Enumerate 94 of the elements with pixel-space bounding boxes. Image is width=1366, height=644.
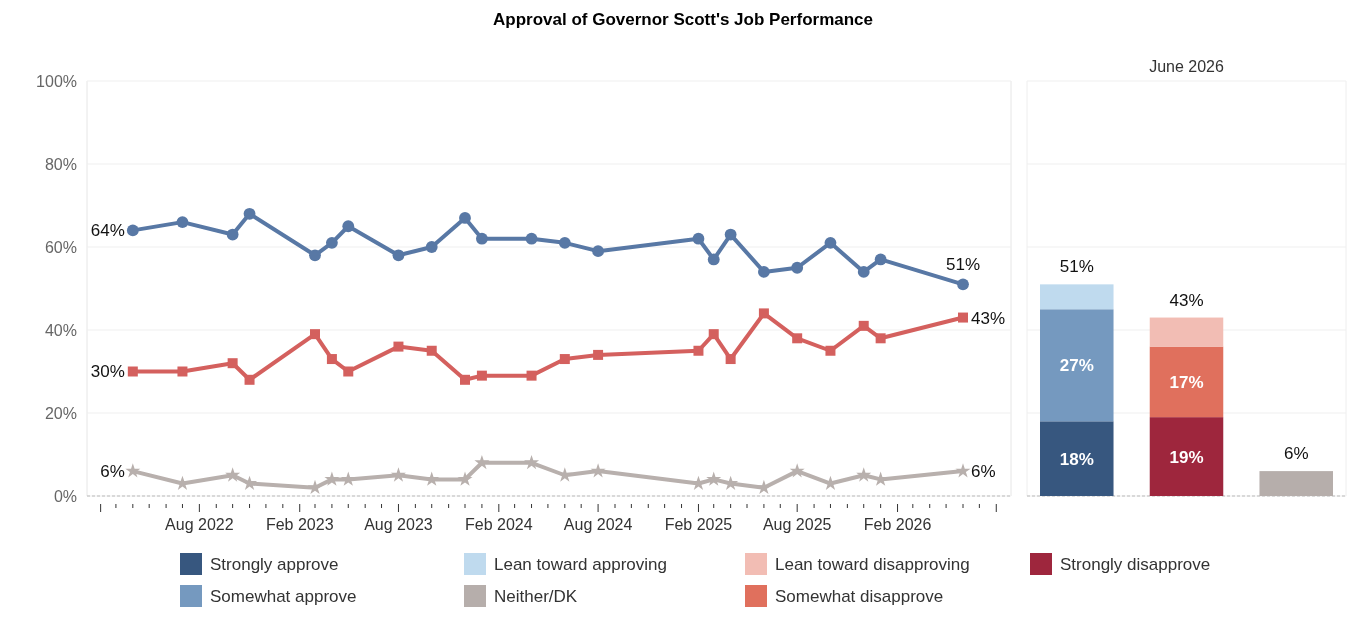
legend-label: Strongly disapprove xyxy=(1060,554,1211,574)
point xyxy=(758,308,769,319)
point xyxy=(324,471,340,486)
x-tick-label: Aug 2023 xyxy=(364,516,433,533)
point xyxy=(525,232,538,245)
point xyxy=(126,224,139,237)
point xyxy=(425,241,438,253)
y-tick-label: 80% xyxy=(44,155,77,173)
data-label: 51% xyxy=(945,255,981,275)
x-tick-label: Aug 2022 xyxy=(165,516,234,533)
point xyxy=(426,345,437,356)
point xyxy=(393,341,404,352)
data-label: 19% xyxy=(1169,447,1204,467)
point xyxy=(792,333,803,344)
chart-title: June 2026 xyxy=(1149,58,1224,75)
point xyxy=(825,345,836,356)
total-label: 51% xyxy=(1059,257,1094,277)
point xyxy=(707,253,720,266)
point xyxy=(824,236,837,249)
point xyxy=(757,265,770,278)
point xyxy=(125,463,141,478)
point xyxy=(244,374,255,385)
point xyxy=(558,236,571,249)
x-tick-label: Feb 2026 xyxy=(863,516,932,533)
data-label: 30% xyxy=(90,362,125,382)
point xyxy=(476,370,487,381)
x-tick-label: Feb 2024 xyxy=(465,516,533,533)
legend-label: Somewhat approve xyxy=(210,586,357,606)
point xyxy=(457,471,473,486)
point xyxy=(326,354,337,365)
y-tick-label: 60% xyxy=(44,238,77,256)
point xyxy=(724,228,737,241)
point xyxy=(958,312,968,323)
data-label: 18% xyxy=(1059,449,1094,469)
total-label: 43% xyxy=(1169,290,1204,310)
data-label: 27% xyxy=(1059,356,1094,376)
x-tick-label: Feb 2023 xyxy=(265,516,334,533)
point xyxy=(708,329,719,340)
y-tick-label: 0% xyxy=(53,487,77,505)
point xyxy=(243,207,256,220)
point xyxy=(706,471,722,486)
point xyxy=(474,454,490,470)
y-tick-label: 40% xyxy=(44,321,77,339)
point xyxy=(127,366,138,377)
point xyxy=(226,228,239,241)
y-tick-label: 20% xyxy=(44,404,77,422)
point xyxy=(593,349,604,360)
point xyxy=(343,366,354,377)
x-tick-label: Aug 2025 xyxy=(762,516,832,533)
point xyxy=(309,249,321,262)
point xyxy=(325,236,338,249)
data-label: 43% xyxy=(971,308,1006,328)
point xyxy=(392,249,405,262)
point xyxy=(459,212,471,224)
point xyxy=(390,467,406,482)
point xyxy=(874,253,887,266)
data-label: 64% xyxy=(90,221,125,241)
point xyxy=(875,333,886,344)
point xyxy=(227,358,238,369)
point xyxy=(310,329,320,340)
data-label: 6% xyxy=(971,462,996,482)
point xyxy=(177,366,188,377)
x-tick-label: Feb 2025 xyxy=(664,516,733,533)
point xyxy=(590,463,606,478)
point xyxy=(526,370,537,381)
point xyxy=(176,216,189,229)
point xyxy=(692,232,705,245)
point xyxy=(858,320,869,331)
data-label: 6% xyxy=(100,462,125,482)
point xyxy=(725,354,736,365)
legend-label: Strongly approve xyxy=(210,554,339,574)
point xyxy=(524,454,540,470)
point xyxy=(955,463,971,478)
data-label: 17% xyxy=(1169,372,1204,392)
legend-label: Lean toward disapproving xyxy=(775,554,970,574)
point xyxy=(460,374,470,385)
chart-title: Approval of Governor Scott's Job Performance xyxy=(492,10,874,29)
point xyxy=(957,278,969,291)
legend-label: Neither/DK xyxy=(494,586,578,606)
x-tick-label: Aug 2024 xyxy=(563,516,633,533)
point xyxy=(225,467,241,482)
point xyxy=(342,220,355,233)
legend-label: Somewhat disapprove xyxy=(775,586,944,606)
point xyxy=(592,245,605,258)
legend-label: Lean toward approving xyxy=(494,554,667,574)
point xyxy=(559,354,570,365)
point xyxy=(693,345,704,356)
point xyxy=(791,261,804,274)
point xyxy=(856,467,872,482)
total-label: 6% xyxy=(1283,444,1309,464)
y-tick-label: 100% xyxy=(36,72,77,90)
point xyxy=(789,463,805,478)
point xyxy=(857,265,870,278)
point xyxy=(475,232,488,245)
